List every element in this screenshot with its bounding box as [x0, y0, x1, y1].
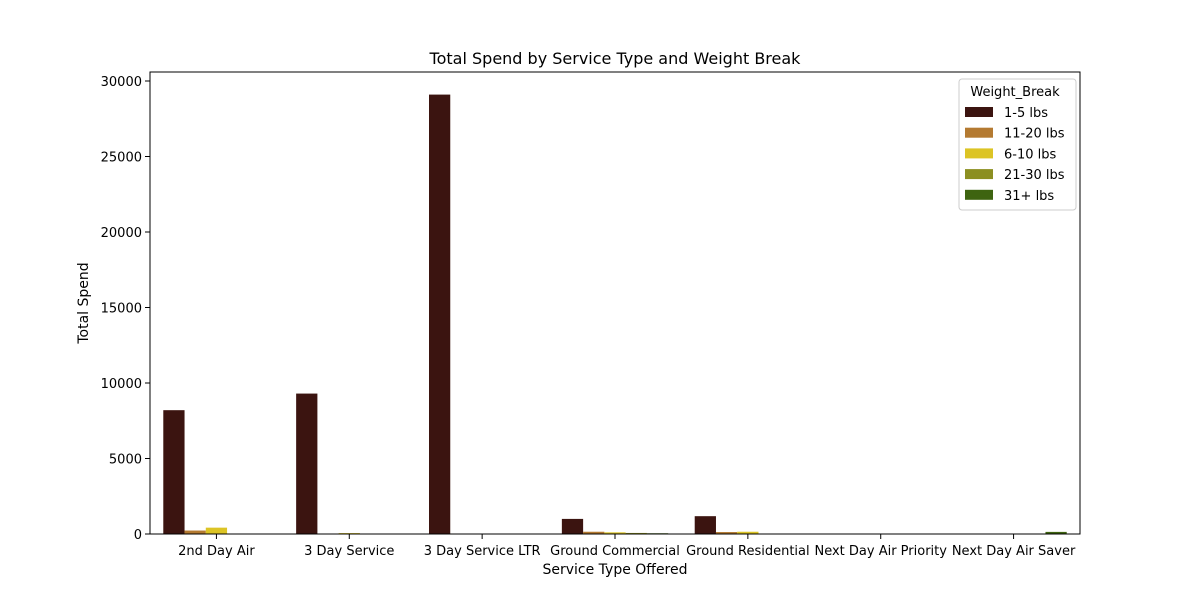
- x-axis-label: Service Type Offered: [542, 562, 687, 578]
- bar-3-4: [604, 532, 626, 534]
- y-tick-label: 5000: [109, 453, 142, 468]
- legend-item-label: 31+ lbs: [1004, 189, 1054, 204]
- legend-item-label: 1-5 lbs: [1004, 106, 1048, 121]
- legend: Weight_Break 1-5 lbs 11-20 lbs 6-10 lbs 21-…: [958, 78, 1077, 211]
- bar-2-4: [583, 531, 605, 534]
- legend-item-label: 11-20 lbs: [1004, 127, 1065, 142]
- bar-1-1: [163, 410, 185, 534]
- legend-swatch-4: [965, 169, 993, 180]
- y-tick-label: 25000: [101, 151, 142, 166]
- y-tick-label: 15000: [101, 302, 142, 317]
- bar-2-5: [715, 532, 738, 534]
- chart-title: Total Spend by Service Type and Weight B…: [429, 49, 802, 68]
- bar-4-4: [625, 532, 647, 534]
- plot-frame: [149, 71, 1081, 535]
- legend-swatch-1: [965, 107, 993, 117]
- y-tick-label: 20000: [101, 226, 142, 241]
- x-tick-label: 2nd Day Air: [178, 544, 255, 559]
- bar-2-1: [184, 530, 206, 534]
- x-tick-label: Next Day Air Priority: [814, 544, 947, 559]
- axes-layer: 0 5000 10000 15000 20000 25000 30000 2nd Day Ai…: [101, 71, 1081, 559]
- legend-swatch-3: [965, 148, 993, 159]
- legend-swatch-2: [965, 127, 993, 138]
- x-tick-label: 3 Day Service: [304, 544, 394, 559]
- bars-layer: [163, 94, 1067, 534]
- bar-1-3: [429, 94, 451, 534]
- y-axis-label: Total Spend: [76, 262, 92, 344]
- bar-5-7: [1045, 531, 1067, 534]
- bar-3-5: [737, 531, 759, 534]
- x-tick-label: Next Day Air Saver: [952, 544, 1076, 559]
- y-tick-label: 30000: [101, 75, 142, 90]
- legend-title: Weight_Break: [970, 85, 1060, 100]
- legend-swatch-5: [965, 189, 993, 200]
- legend-item-label: 21-30 lbs: [1004, 168, 1065, 183]
- bar-1-5: [694, 516, 716, 534]
- x-tick-label: Ground Commercial: [550, 544, 680, 559]
- bar-3-1: [205, 527, 228, 534]
- y-tick-label: 10000: [101, 377, 142, 392]
- bar-1-2: [296, 393, 318, 534]
- legend-item-label: 6-10 lbs: [1004, 147, 1057, 162]
- y-tick-label: 0: [134, 528, 142, 543]
- bar-1-4: [561, 518, 584, 534]
- x-tick-label: Ground Residential: [686, 544, 810, 559]
- x-tick-label: 3 Day Service LTR: [424, 544, 541, 559]
